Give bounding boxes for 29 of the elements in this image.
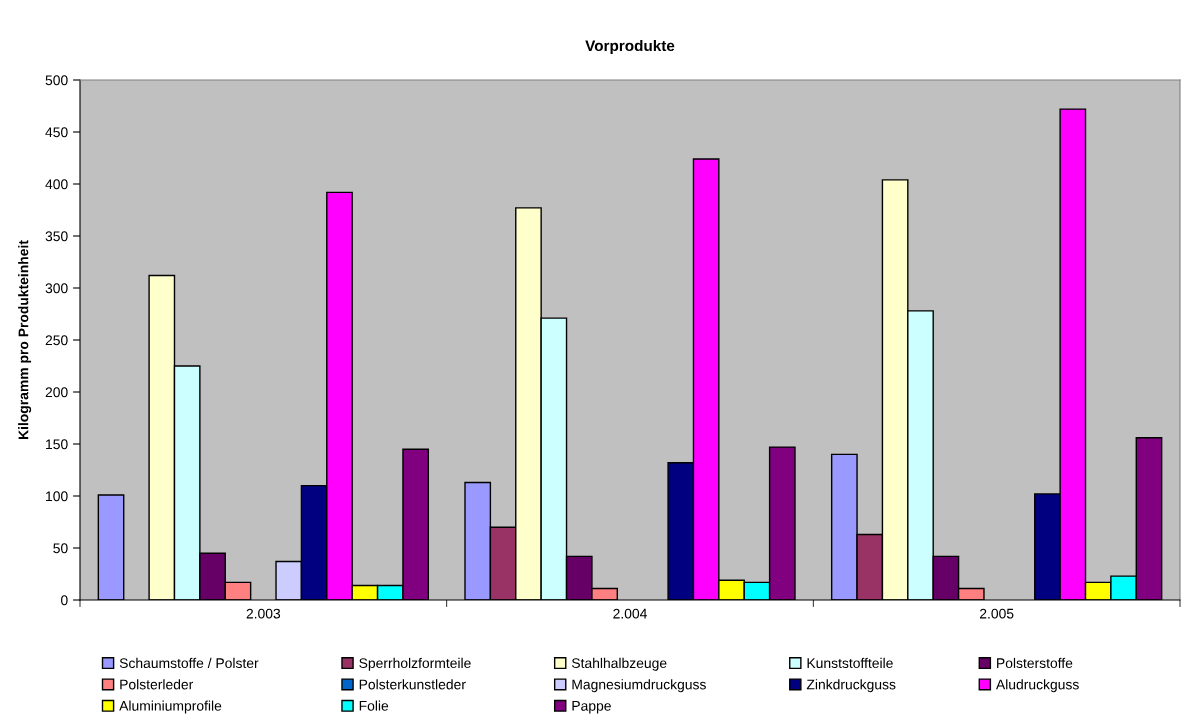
y-axis-title: Kilogramm pro Produkteinheit <box>18 240 32 439</box>
legend-label: Polsterleder <box>120 679 194 690</box>
legend-label: Schaumstoffe / Polster <box>119 657 259 669</box>
legend-label: Pappe <box>572 701 611 714</box>
chart-title: Vorprodukte <box>585 39 675 55</box>
legend-label: Zinkdruckguss <box>806 679 896 693</box>
y-tick-label: 450 <box>45 127 68 138</box>
legend-label: Magnesiumdruckguss <box>572 679 706 693</box>
legend-label: Sperrholzformteile <box>359 657 471 671</box>
x-tick-label: 2.004 <box>613 608 647 619</box>
legend-label: Aluminiumprofile <box>119 700 222 714</box>
x-tick-label: 2.005 <box>979 608 1014 619</box>
y-tick-label: 500 <box>45 75 68 86</box>
legend-label: Folie <box>359 700 389 711</box>
legend-label: Kunststoffteile <box>807 657 893 669</box>
legend-label: Polsterkunstleder <box>359 679 466 690</box>
legend-label: Aludruckguss <box>995 679 1079 693</box>
y-tick-label: 250 <box>45 335 68 346</box>
y-tick-label: 350 <box>45 231 68 242</box>
legend-label: Polsterstoffe <box>997 657 1073 669</box>
y-tick-label: 100 <box>46 491 68 502</box>
x-tick-label: 2.003 <box>246 608 281 619</box>
y-tick-label: 300 <box>45 283 68 294</box>
y-tick-label: 50 <box>53 543 68 554</box>
legend-label: Stahlhalbzeuge <box>571 657 667 671</box>
y-tick-label: 400 <box>45 179 68 190</box>
y-tick-label: 150 <box>46 439 68 450</box>
y-tick-label: 200 <box>45 387 68 398</box>
y-tick-label: 0 <box>61 595 68 606</box>
